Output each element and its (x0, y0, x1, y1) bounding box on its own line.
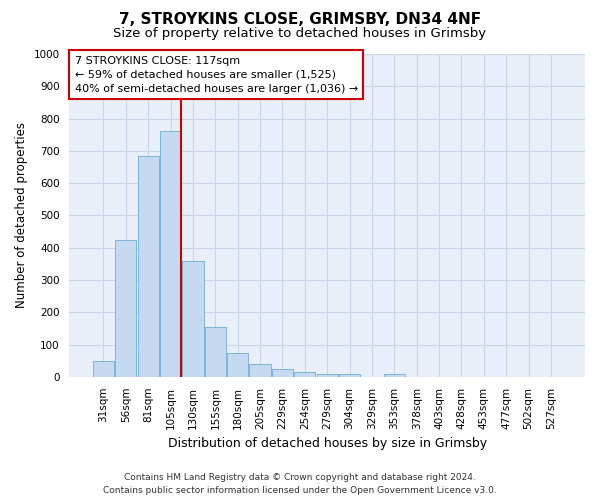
Bar (227, 352, 248, 377)
Bar (182, 260, 203, 377)
Bar (339, 374, 360, 377)
Bar (383, 374, 405, 377)
Bar (137, 156, 159, 377)
Bar (317, 374, 338, 377)
Bar (160, 132, 181, 377)
Text: Contains HM Land Registry data © Crown copyright and database right 2024.
Contai: Contains HM Land Registry data © Crown c… (103, 474, 497, 495)
Bar (250, 364, 271, 377)
Bar (115, 240, 136, 377)
Text: Size of property relative to detached houses in Grimsby: Size of property relative to detached ho… (113, 28, 487, 40)
Text: 7, STROYKINS CLOSE, GRIMSBY, DN34 4NF: 7, STROYKINS CLOSE, GRIMSBY, DN34 4NF (119, 12, 481, 28)
Text: 7 STROYKINS CLOSE: 117sqm
← 59% of detached houses are smaller (1,525)
40% of se: 7 STROYKINS CLOSE: 117sqm ← 59% of detac… (74, 56, 358, 94)
Bar (205, 327, 226, 377)
Bar (272, 368, 293, 377)
Y-axis label: Number of detached properties: Number of detached properties (15, 122, 28, 308)
Bar (93, 360, 114, 377)
Bar (294, 372, 316, 377)
X-axis label: Distribution of detached houses by size in Grimsby: Distribution of detached houses by size … (167, 437, 487, 450)
